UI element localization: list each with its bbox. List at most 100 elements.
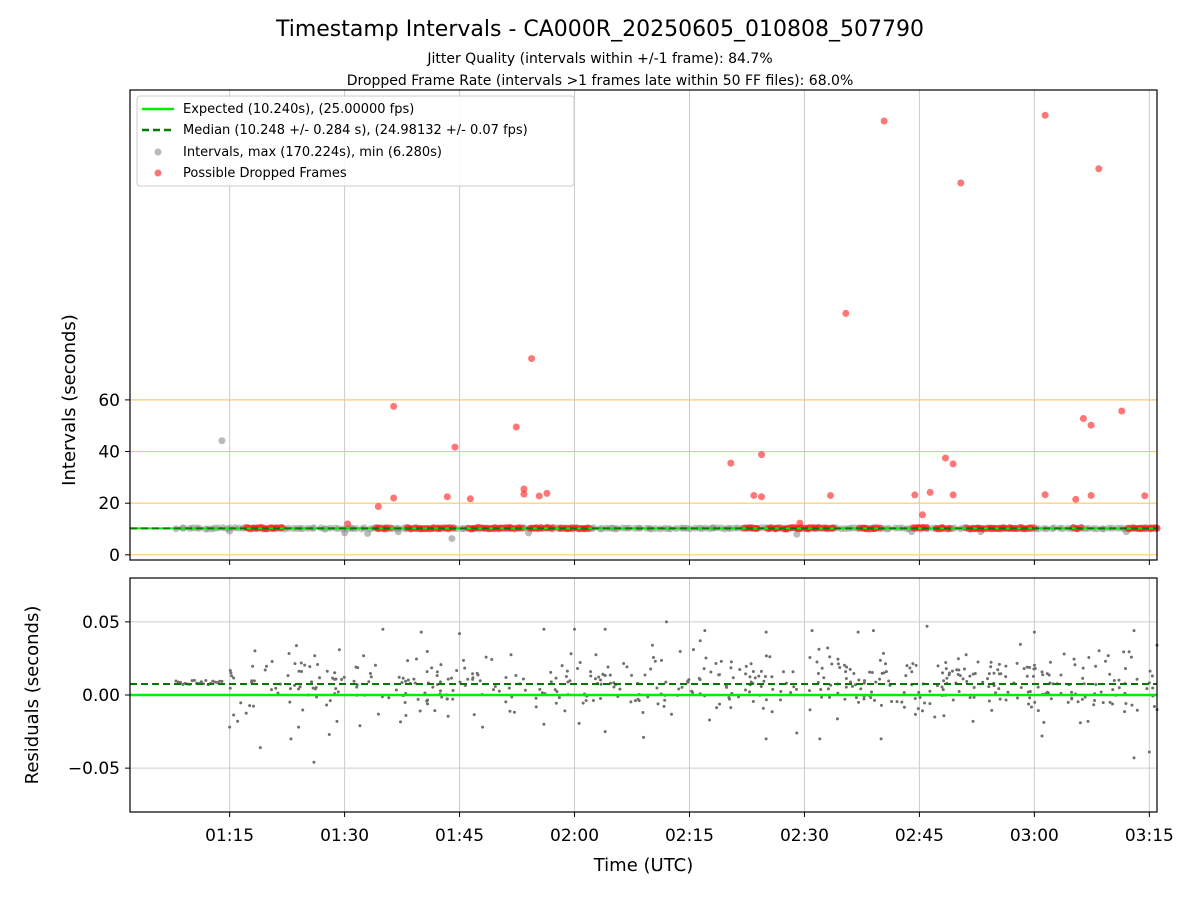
residual-point [768,655,772,659]
residual-point [887,679,891,683]
residual-point [1040,670,1044,674]
residual-point [497,689,501,693]
residual-point [998,697,1002,701]
residual-point [316,663,320,667]
legend-median-label: Median (10.248 +/- 0.284 s), (24.98132 +… [183,123,528,138]
residual-point [890,700,894,704]
residual-point [419,630,423,634]
residual-point [655,686,659,690]
x-tick-label: 01:30 [320,826,369,846]
residual-point [1150,674,1154,678]
residual-point [270,659,274,663]
residual-point [670,712,674,716]
residual-point [868,670,872,674]
residual-point [461,658,465,662]
residual-point [662,704,666,708]
residual-point [719,659,723,663]
intervals-plot: 0 20 40 60 Intervals (seconds) [59,89,1161,566]
dropped-point [880,117,888,125]
residual-point [748,675,752,679]
residual-point [826,687,830,691]
residual-point [729,706,733,710]
residual-point [406,678,410,682]
residual-point [972,695,976,699]
dropped-point [1087,491,1095,499]
residual-point [1006,690,1010,694]
residual-point [440,695,444,699]
residual-point [1080,697,1084,701]
residual-point [810,629,814,633]
residual-point [523,688,527,692]
residual-point [848,680,852,684]
residual-point [394,688,398,692]
residual-point [870,690,874,694]
intervals-plot-frame [129,89,1158,561]
residual-point [1099,690,1103,694]
residual-point [680,685,684,689]
residual-point [1132,756,1136,760]
residual-point [1033,663,1037,667]
residual-point [854,696,858,700]
residual-point [1148,669,1152,673]
residual-point [1135,708,1139,712]
residual-point [236,719,240,723]
residual-point [917,690,921,694]
residual-point [817,647,821,651]
residual-point [703,629,707,633]
x-tick-label: 02:45 [895,826,944,846]
residual-point [406,659,410,663]
chart-subtitle-dropped: Dropped Frame Rate (intervals >1 frames … [347,73,854,89]
residual-point [718,702,722,706]
residual-point [664,620,668,624]
residual-point [204,678,208,682]
residual-point [920,709,924,713]
residual-point [856,630,860,634]
residual-point [653,659,657,663]
residual-point [990,708,994,712]
residual-point [1123,667,1127,671]
residual-point [258,746,262,750]
residual-point [354,665,358,669]
residual-point [300,669,304,673]
residual-point [416,697,420,701]
dropped-point [796,519,804,527]
residual-point [311,686,315,690]
residual-point [862,681,866,685]
residual-point [945,676,949,680]
residual-point [857,678,861,682]
residual-point [992,671,996,675]
residual-point [484,655,488,659]
residual-point [910,670,914,674]
residual-point [435,670,439,674]
residual-point [549,680,553,684]
chart-subtitle-jitter: Jitter Quality (intervals within +/-1 fr… [426,51,772,67]
residual-point [874,680,878,684]
residual-point [961,677,965,681]
residual-point [433,709,437,713]
residual-point [643,673,647,677]
residual-point [947,673,951,677]
residual-point [333,677,337,681]
dropped-point [827,491,835,499]
y-tick-label: 0 [109,546,120,566]
dropped-point [949,460,957,468]
residual-point [289,737,293,741]
residual-point [425,702,429,706]
residual-point [563,709,567,713]
residual-point [905,664,909,668]
residual-point [288,700,292,704]
residual-point [828,655,832,659]
residual-point [748,690,752,694]
residual-point [981,680,985,684]
residual-point [753,676,757,680]
residual-point [1101,701,1105,705]
residual-point [1117,686,1121,690]
residual-point [466,677,470,681]
residual-point [318,676,322,680]
dropped-point [1095,165,1103,173]
residual-point [387,696,391,700]
residual-point [808,656,812,660]
residual-point [1130,703,1134,707]
dropped-point [528,355,536,363]
